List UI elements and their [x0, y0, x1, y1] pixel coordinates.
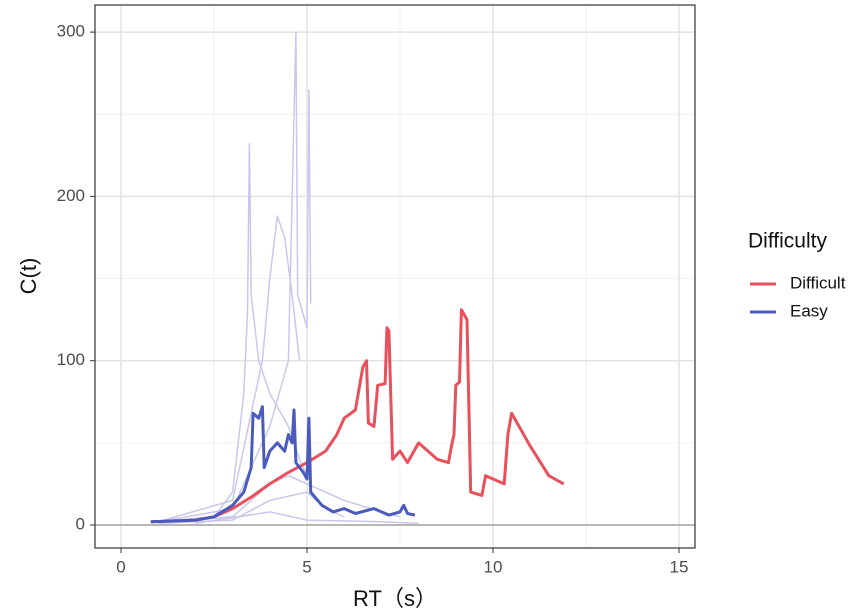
x-tick-label: 15: [670, 557, 689, 576]
individual-line: [158, 143, 308, 523]
plot-border: [94, 4, 696, 549]
x-tick-label: 0: [116, 557, 125, 576]
legend-label: Difficult: [790, 273, 846, 292]
y-tick-label: 200: [57, 186, 85, 205]
individual-line: [158, 31, 312, 523]
series-line: [150, 308, 565, 524]
individual-line: [195, 511, 419, 525]
y-tick-label: 300: [57, 22, 85, 41]
x-tick-label: 5: [302, 557, 311, 576]
legend-title: Difficulty: [748, 230, 827, 253]
y-tick-label: 0: [76, 514, 85, 533]
x-tick-label: 10: [484, 557, 503, 576]
plot-panel: [95, 5, 695, 548]
y-axis-title: C(t): [16, 258, 41, 295]
legend-label: Easy: [790, 301, 828, 320]
series-line: [150, 405, 416, 524]
x-axis-title: RT（s）: [353, 586, 437, 611]
y-tick-label: 100: [57, 350, 85, 369]
